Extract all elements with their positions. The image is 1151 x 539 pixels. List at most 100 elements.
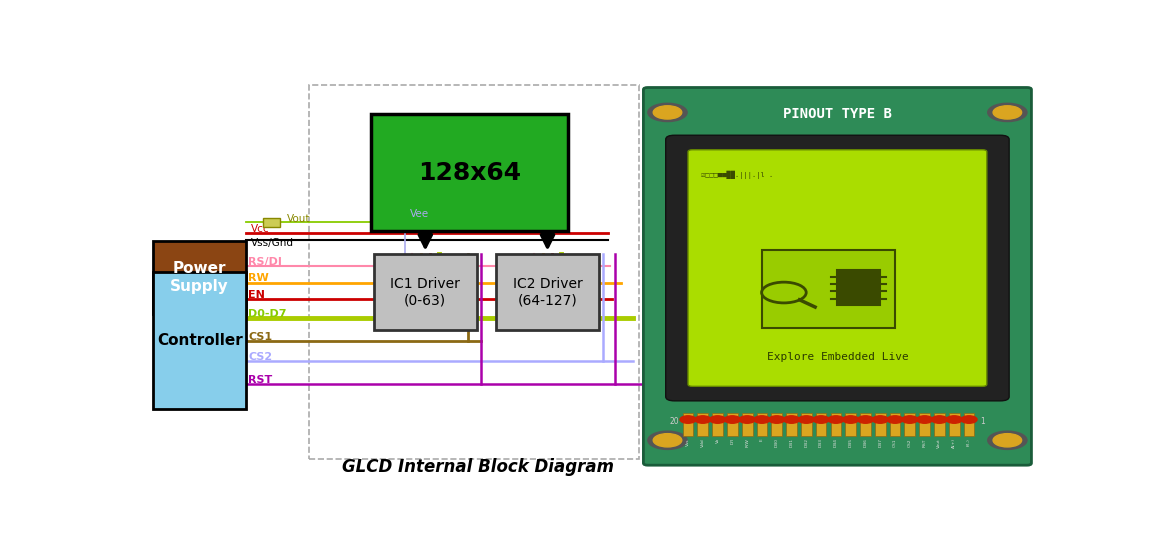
Text: CS2: CS2 — [249, 353, 273, 362]
Circle shape — [695, 416, 711, 423]
Text: CS1: CS1 — [893, 438, 897, 447]
FancyBboxPatch shape — [756, 413, 768, 436]
FancyBboxPatch shape — [372, 114, 567, 231]
FancyBboxPatch shape — [153, 241, 246, 314]
Text: ☑□□□■■██.|||.|l .: ☑□□□■■██.|||.|l . — [701, 170, 773, 179]
FancyBboxPatch shape — [688, 150, 986, 386]
FancyBboxPatch shape — [741, 413, 753, 436]
FancyBboxPatch shape — [816, 413, 826, 436]
FancyBboxPatch shape — [374, 253, 477, 330]
Text: Vcc: Vcc — [251, 224, 269, 234]
FancyBboxPatch shape — [860, 413, 871, 436]
Circle shape — [843, 416, 859, 423]
Text: Vout: Vout — [287, 214, 310, 224]
Text: Vdd: Vdd — [701, 438, 704, 447]
FancyBboxPatch shape — [712, 413, 723, 436]
Text: GLCD Internal Block Diagram: GLCD Internal Block Diagram — [342, 458, 615, 476]
FancyBboxPatch shape — [683, 413, 693, 436]
FancyBboxPatch shape — [963, 413, 975, 436]
Circle shape — [724, 416, 740, 423]
Circle shape — [988, 431, 1027, 450]
Text: 128x64: 128x64 — [418, 161, 521, 184]
Circle shape — [784, 416, 800, 423]
Circle shape — [680, 416, 696, 423]
Circle shape — [648, 103, 687, 121]
Circle shape — [887, 416, 904, 423]
Text: DB2: DB2 — [805, 438, 808, 447]
Text: A(+): A(+) — [952, 438, 956, 448]
Circle shape — [828, 416, 844, 423]
Text: 20: 20 — [670, 417, 679, 426]
Text: DB3: DB3 — [820, 438, 823, 447]
Text: Vout: Vout — [937, 438, 942, 448]
Circle shape — [739, 416, 755, 423]
FancyBboxPatch shape — [920, 413, 930, 436]
Circle shape — [993, 434, 1022, 447]
Text: E: E — [760, 438, 764, 441]
Circle shape — [648, 431, 687, 450]
Circle shape — [916, 416, 932, 423]
Text: Vee: Vee — [410, 209, 429, 219]
Text: EN: EN — [249, 290, 265, 300]
FancyBboxPatch shape — [935, 413, 945, 436]
Circle shape — [931, 416, 947, 423]
Circle shape — [754, 416, 770, 423]
FancyBboxPatch shape — [786, 413, 796, 436]
Text: DB1: DB1 — [790, 438, 793, 447]
Text: Controller: Controller — [157, 333, 243, 348]
Circle shape — [769, 416, 785, 423]
Circle shape — [857, 416, 874, 423]
Text: DB6: DB6 — [863, 438, 868, 447]
Text: D/I: D/I — [731, 438, 734, 444]
FancyBboxPatch shape — [948, 413, 960, 436]
FancyBboxPatch shape — [801, 413, 811, 436]
Text: RS/DI: RS/DI — [249, 257, 282, 267]
Circle shape — [799, 416, 815, 423]
Circle shape — [709, 416, 725, 423]
Text: DB5: DB5 — [848, 438, 853, 447]
Text: D0-D7: D0-D7 — [249, 309, 287, 319]
FancyBboxPatch shape — [875, 413, 885, 436]
Text: K(-): K(-) — [967, 438, 971, 446]
FancyBboxPatch shape — [727, 413, 738, 436]
FancyBboxPatch shape — [905, 413, 915, 436]
FancyBboxPatch shape — [762, 250, 894, 328]
Text: RW: RW — [249, 273, 269, 284]
Text: Vo: Vo — [716, 438, 719, 444]
Text: R/W: R/W — [745, 438, 749, 447]
Text: IC2 Driver
(64-127): IC2 Driver (64-127) — [512, 277, 582, 307]
Circle shape — [961, 416, 977, 423]
Text: RST: RST — [923, 438, 927, 447]
FancyBboxPatch shape — [890, 413, 900, 436]
Text: DB0: DB0 — [775, 438, 779, 447]
Text: DB7: DB7 — [878, 438, 883, 447]
FancyBboxPatch shape — [698, 413, 708, 436]
FancyBboxPatch shape — [643, 87, 1031, 465]
FancyBboxPatch shape — [837, 270, 881, 305]
Text: IC1 Driver
(0-63): IC1 Driver (0-63) — [390, 277, 460, 307]
FancyBboxPatch shape — [845, 413, 856, 436]
Circle shape — [993, 106, 1022, 119]
Circle shape — [654, 106, 681, 119]
Text: PINOUT TYPE B: PINOUT TYPE B — [783, 107, 892, 121]
FancyBboxPatch shape — [496, 253, 599, 330]
Circle shape — [988, 103, 1027, 121]
Text: DB4: DB4 — [833, 438, 838, 447]
Circle shape — [813, 416, 829, 423]
Text: CS2: CS2 — [908, 438, 912, 447]
FancyBboxPatch shape — [771, 413, 782, 436]
FancyBboxPatch shape — [831, 413, 841, 436]
Text: Vss/Gnd: Vss/Gnd — [251, 238, 294, 248]
Circle shape — [872, 416, 889, 423]
Text: CS1: CS1 — [249, 331, 273, 342]
FancyBboxPatch shape — [153, 272, 246, 409]
Circle shape — [902, 416, 917, 423]
Text: Vss: Vss — [686, 438, 689, 446]
Text: Power
Supply: Power Supply — [170, 261, 229, 294]
Text: RST: RST — [249, 375, 273, 385]
FancyBboxPatch shape — [665, 135, 1009, 401]
Text: 1: 1 — [980, 417, 985, 426]
Text: Explore Embedded Live: Explore Embedded Live — [767, 353, 908, 362]
Circle shape — [946, 416, 962, 423]
Circle shape — [654, 434, 681, 447]
